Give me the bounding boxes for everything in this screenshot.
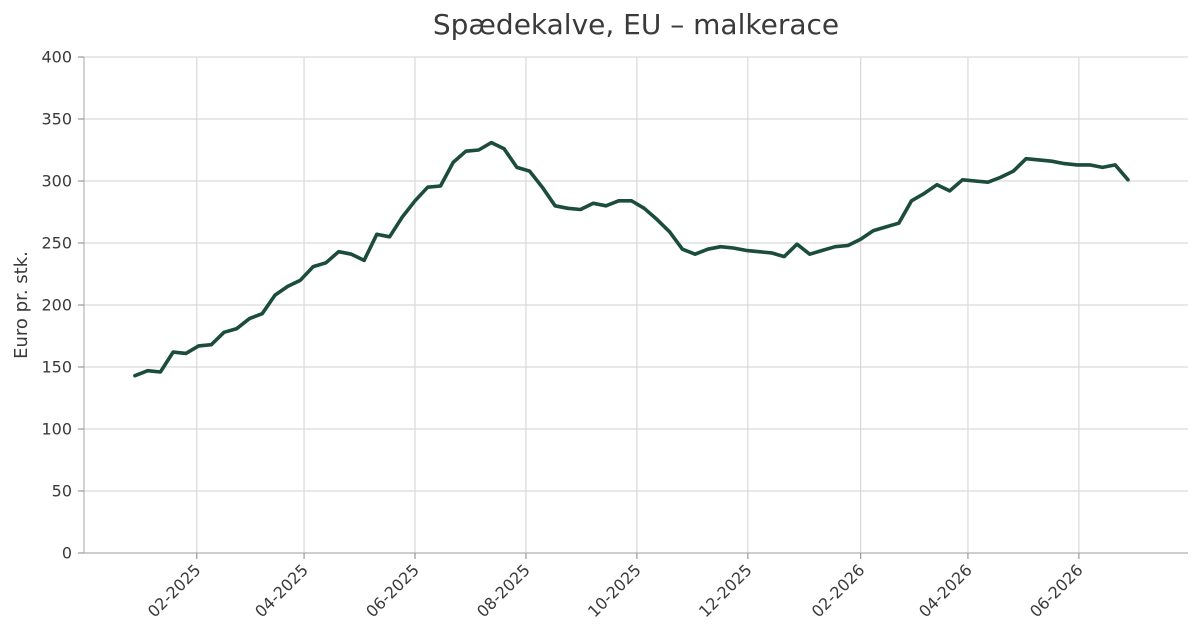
x-tick-label: 10-2025 bbox=[584, 560, 645, 621]
x-tick-label: 12-2025 bbox=[695, 560, 756, 621]
y-tick-label: 100 bbox=[41, 420, 72, 439]
x-tick-label: 08-2025 bbox=[473, 560, 534, 621]
y-tick-label: 0 bbox=[62, 544, 72, 563]
y-tick-label: 300 bbox=[41, 172, 72, 191]
chart-title: Spædekalve, EU – malkerace bbox=[433, 8, 839, 41]
x-tick-label: 06-2026 bbox=[1026, 560, 1087, 621]
y-axis-ticks: 0 50 100 150 200 250 300 350 400 bbox=[41, 48, 84, 563]
x-tick-label: 02-2025 bbox=[144, 560, 205, 621]
series-line bbox=[133, 140, 1130, 378]
y-tick-label: 250 bbox=[41, 234, 72, 253]
x-tick-label: 04-2026 bbox=[915, 560, 976, 621]
y-tick-label: 150 bbox=[41, 358, 72, 377]
x-tick-label: 02-2026 bbox=[808, 560, 869, 621]
x-tick-label: 06-2025 bbox=[362, 560, 423, 621]
gridlines bbox=[84, 56, 1188, 554]
y-axis-label: Euro pr. stk. bbox=[11, 251, 32, 359]
y-tick-label: 200 bbox=[41, 296, 72, 315]
x-tick-label: 04-2025 bbox=[251, 560, 312, 621]
x-axis-ticks: 02-2025 04-2025 06-2025 08-2025 10-2025 12-20… bbox=[144, 553, 1087, 621]
y-tick-label: 50 bbox=[52, 482, 72, 501]
y-tick-label: 350 bbox=[41, 110, 72, 129]
y-tick-label: 400 bbox=[41, 48, 72, 67]
series-layer bbox=[133, 140, 1130, 378]
